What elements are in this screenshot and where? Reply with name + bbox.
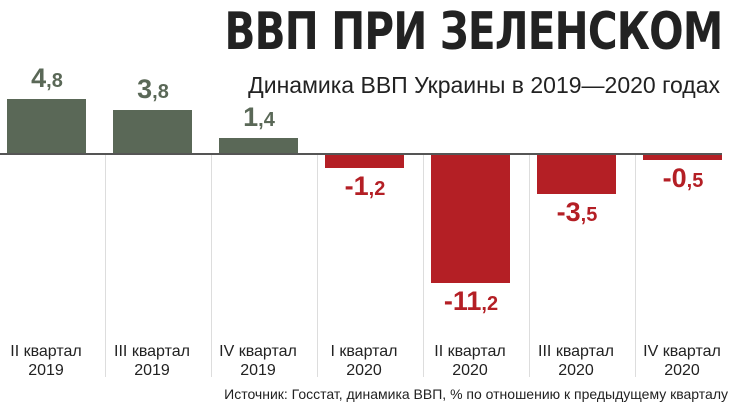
value-integer: -3 <box>556 197 581 228</box>
quarter-label: II квартал <box>434 343 506 360</box>
value-label: -1,2 <box>312 171 418 202</box>
category-label: IV квартал 2019 <box>205 342 311 380</box>
year-label: 2020 <box>452 362 488 379</box>
column-divider <box>105 155 106 377</box>
value-integer: 4 <box>31 62 47 93</box>
bar <box>7 98 86 154</box>
quarter-label: IV квартал <box>219 343 297 360</box>
value-decimal: ,2 <box>368 177 386 200</box>
value-label: 3,8 <box>100 74 206 105</box>
year-label: 2020 <box>664 362 700 379</box>
bar <box>431 154 510 283</box>
value-label: 4,8 <box>0 63 100 94</box>
value-integer: -11 <box>443 285 482 316</box>
value-label: -0,5 <box>630 163 736 194</box>
category-label: II квартал 2019 <box>0 342 99 380</box>
bar <box>219 137 298 154</box>
chart-title: ВВП ПРИ ЗЕЛЕНСКОМ <box>223 2 723 62</box>
chart-subtitle: Динамика ВВП Украины в 2019—2020 годах <box>248 72 720 98</box>
column-divider <box>211 155 212 377</box>
value-decimal: ,5 <box>686 169 704 192</box>
column-divider <box>529 155 530 377</box>
category-label: II квартал 2020 <box>417 342 523 380</box>
value-integer: -1 <box>344 170 369 201</box>
category-label: I квартал 2020 <box>311 342 417 380</box>
bar <box>325 154 404 168</box>
bar <box>643 154 722 160</box>
source-note: Источник: Госстат, динамика ВВП, % по от… <box>224 386 728 402</box>
category-label: IV квартал 2020 <box>629 342 735 380</box>
value-label: -3,5 <box>524 197 630 228</box>
category-label: III квартал 2020 <box>523 342 629 380</box>
quarter-label: I квартал <box>330 343 398 360</box>
value-integer: 1 <box>243 101 259 132</box>
value-decimal: ,8 <box>46 69 63 92</box>
year-label: 2020 <box>346 362 382 379</box>
quarter-label: III квартал <box>114 343 190 360</box>
value-label: 1,4 <box>206 102 312 133</box>
quarter-label: IV квартал <box>643 343 721 360</box>
year-label: 2020 <box>558 362 594 379</box>
bar <box>113 110 192 154</box>
column-divider <box>317 155 318 377</box>
year-label: 2019 <box>28 362 64 379</box>
zero-baseline <box>0 153 722 155</box>
column-divider <box>423 155 424 377</box>
value-decimal: ,5 <box>580 204 598 227</box>
bar <box>537 154 616 195</box>
value-decimal: ,8 <box>152 81 169 104</box>
quarter-label: III квартал <box>538 343 614 360</box>
value-integer: 3 <box>137 74 153 105</box>
year-label: 2019 <box>240 362 276 379</box>
quarter-label: II квартал <box>10 343 82 360</box>
category-label: III квартал 2019 <box>99 342 205 380</box>
value-integer: -0 <box>662 162 687 193</box>
column-divider <box>635 155 636 377</box>
year-label: 2019 <box>134 362 170 379</box>
value-decimal: ,2 <box>481 292 499 315</box>
value-label: -11,2 <box>418 286 524 317</box>
value-decimal: ,4 <box>258 108 275 131</box>
